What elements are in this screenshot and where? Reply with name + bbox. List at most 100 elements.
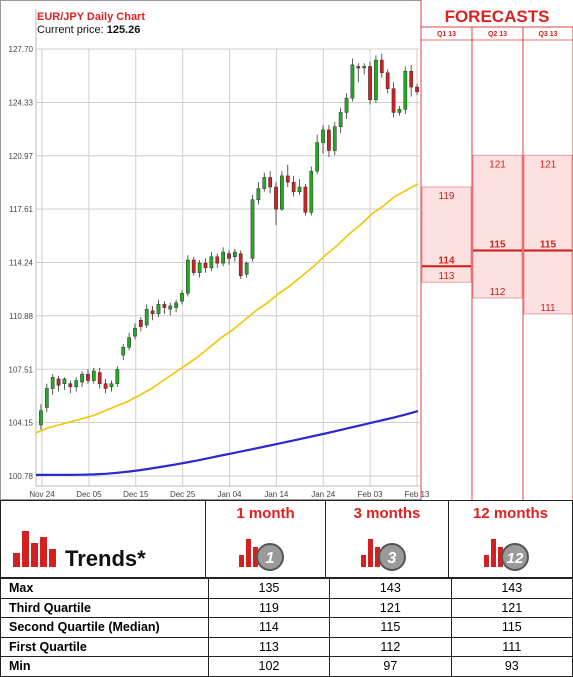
table-row: First Quartile 113 112 111 [1, 637, 573, 657]
forecast-q3-label: 121 [540, 159, 557, 170]
candle-body [174, 303, 177, 308]
candle-body [233, 252, 236, 257]
y-tick-label: 120.97 [9, 152, 34, 161]
cell-value: 112 [330, 637, 451, 657]
candle-body [45, 388, 48, 407]
candle-body [357, 66, 360, 68]
candle-body [274, 187, 277, 209]
candle-body [339, 112, 342, 126]
horizon-icon-bar [246, 539, 251, 567]
candle-body [69, 384, 72, 387]
candle-body [204, 263, 207, 268]
candle-body [110, 384, 113, 387]
candle-body [404, 71, 407, 109]
trends-label: Trends* [65, 546, 146, 572]
candle-body [222, 252, 225, 263]
row-label: Third Quartile [1, 598, 209, 618]
table-row: Third Quartile 119 121 121 [1, 598, 573, 618]
candle-body [374, 60, 377, 100]
cell-value: 97 [330, 657, 451, 677]
table-row: Second Quartile (Median) 114 115 115 [1, 618, 573, 638]
horizon-1-badge-text: 1 [266, 550, 275, 567]
candle-body [227, 254, 230, 259]
trends-bar-icon-bar [22, 531, 29, 567]
trends-bar-icon [9, 515, 69, 575]
candle-body [415, 87, 418, 92]
forecast-median-label: 115 [489, 239, 506, 250]
candle-body [80, 374, 83, 382]
trends-header-cell: Trends* [0, 500, 206, 578]
forecast-q3-label: 121 [489, 159, 506, 170]
candle-body [269, 177, 272, 187]
forecast-q1-label: 112 [490, 287, 506, 298]
table-row: Max 135 143 143 [1, 579, 573, 599]
current-price-label: Current price: [37, 24, 107, 36]
cell-value: 119 [208, 598, 329, 618]
candle-body [39, 411, 42, 425]
candle-body [286, 176, 289, 182]
candle-body [333, 127, 336, 151]
candle-body [122, 347, 125, 355]
horizon-1-title: 1 month [206, 505, 325, 522]
candle-body [304, 187, 307, 212]
horizon-3-header: 12 months 12 [448, 500, 573, 578]
forecast-q1-label: 113 [439, 271, 455, 282]
horizon-icon-bar [491, 539, 496, 567]
candle-body [316, 143, 319, 172]
y-tick-label: 107.51 [9, 365, 34, 374]
y-tick-label: 100.78 [9, 472, 34, 481]
candle-body [198, 263, 201, 273]
forecast-q3-label: 119 [439, 191, 455, 202]
cell-value: 113 [208, 637, 329, 657]
trends-stats-table: Max 135 143 143 Third Quartile 119 121 1… [0, 578, 573, 677]
candle-body [398, 109, 401, 112]
candle-body [363, 66, 366, 68]
candle-body [92, 371, 95, 381]
candle-body [157, 304, 160, 314]
candle-body [210, 257, 213, 268]
forecast-median-label: 115 [540, 239, 557, 250]
candle-body [257, 189, 260, 200]
candle-body [292, 182, 295, 192]
y-tick-label: 114.24 [9, 259, 33, 268]
candle-body [133, 328, 136, 336]
candle-body [151, 311, 154, 314]
trends-bar-icon-bar [49, 549, 56, 567]
candle-body [239, 254, 242, 276]
candle-body [298, 187, 301, 192]
candle-body [351, 65, 354, 98]
candle-body [86, 374, 89, 380]
cell-value: 115 [330, 618, 451, 638]
candle-body [321, 130, 324, 143]
row-label: Second Quartile (Median) [1, 618, 209, 638]
candle-body [327, 130, 330, 151]
chart-subtitle: Current price: 125.26 [37, 24, 140, 36]
candle-body [180, 293, 183, 301]
horizon-3-title: 12 months [449, 505, 572, 522]
candle-body [386, 73, 389, 89]
forecast-median-label: 114 [438, 255, 455, 266]
x-tick-label: Jan 14 [264, 490, 289, 499]
x-tick-label: Dec 15 [123, 490, 149, 499]
candle-body [51, 377, 54, 388]
x-tick-label: Dec 05 [76, 490, 102, 499]
horizon-1-header: 1 month 1 [205, 500, 326, 578]
forecasts-title: FORECASTS [445, 7, 550, 26]
candle-body [104, 384, 107, 389]
candle-body [139, 320, 142, 326]
horizon-2-title: 3 months [326, 505, 448, 522]
cell-value: 115 [451, 618, 572, 638]
trends-table: Trends* 1 month 1 3 months 3 12 mont [0, 500, 573, 676]
candle-body [368, 66, 371, 99]
candle-body [216, 257, 219, 263]
candle-body [127, 338, 130, 348]
candle-body [251, 200, 254, 259]
horizon-icon-bar [484, 555, 489, 567]
x-tick-label: Dec 25 [170, 490, 196, 499]
horizon-3-badge-text: 12 [507, 550, 524, 567]
horizon-3-icon: 12 [481, 525, 541, 575]
current-price-value: 125.26 [107, 24, 141, 36]
trends-bar-icon-bar [13, 553, 20, 567]
trends-bar-icon-bar [40, 537, 47, 567]
horizon-icon-bar [239, 555, 244, 567]
